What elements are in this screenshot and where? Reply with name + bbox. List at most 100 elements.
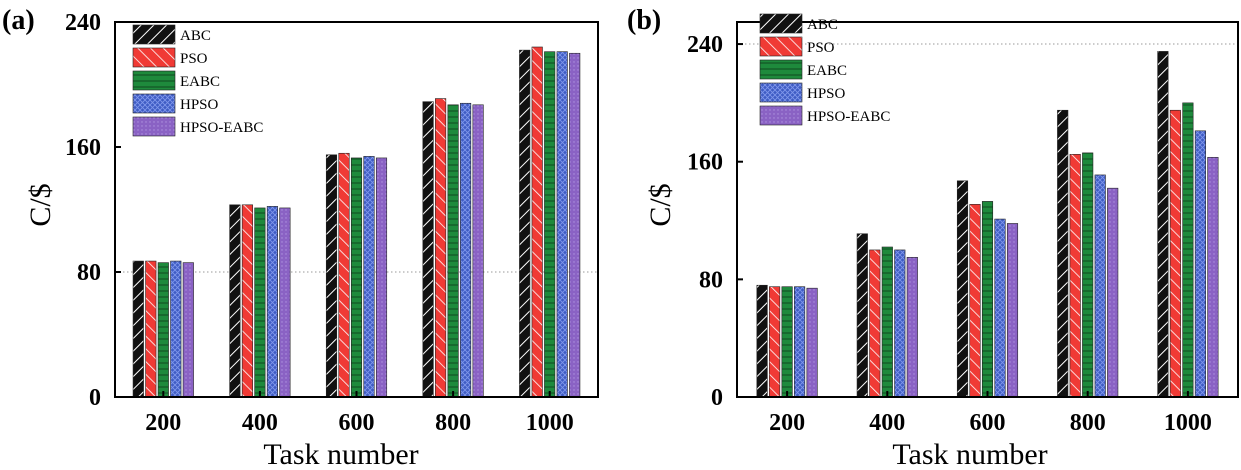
bar-b-pso-600: [969, 204, 981, 398]
bar-b-pso-800: [1069, 154, 1081, 398]
y-tick-label-b: 160: [687, 150, 723, 176]
bar-a-hpso-eabc-400: [279, 207, 291, 398]
bar-a-hpso-1000: [556, 51, 568, 398]
legend-swatch-abc: [759, 13, 803, 34]
bar-a-eabc-200: [157, 262, 169, 398]
legend-label-eabc: EABC: [807, 63, 847, 79]
legend-b: ABC PSO EABC HPSO HPSO-EABC: [759, 13, 890, 126]
x-tick-label-a: 600: [339, 410, 375, 436]
chart-panel-b: (b) C/$ Task number 0 80 160 240 200 400 600 80…: [627, 5, 1239, 470]
bar-b-hpso-1000: [1194, 130, 1206, 398]
panel-label-b: (b): [627, 5, 661, 36]
legend-label-hpso: HPSO: [180, 97, 219, 113]
bar-b-abc-600: [956, 180, 969, 398]
y-tick-label-b: 80: [699, 267, 723, 293]
bar-a-hpso-eabc-600: [375, 157, 388, 398]
bar-b-hpso-200: [794, 286, 806, 398]
bar-a-hpso-eabc-800: [472, 104, 484, 398]
bar-a-abc-400: [229, 204, 241, 398]
panel-label-a: (a): [2, 5, 35, 36]
legend-label-abc: ABC: [180, 28, 211, 44]
bar-a-abc-1000: [519, 49, 531, 398]
bar-a-pso-1000: [531, 46, 543, 398]
bar-a-pso-400: [241, 204, 253, 398]
x-tick-label-b: 600: [970, 410, 1006, 436]
bar-a-eabc-400: [254, 207, 266, 398]
bar-b-hpso-eabc-400: [906, 256, 918, 398]
bar-b-pso-400: [869, 249, 881, 398]
x-axis-label-a: Task number: [263, 438, 418, 470]
bar-a-eabc-600: [350, 157, 363, 398]
legend-label-hpso-eabc: HPSO-EABC: [180, 120, 263, 136]
bar-a-pso-600: [338, 152, 350, 398]
legend-swatch-hpso: [759, 82, 803, 103]
legend-swatch-hpso-eabc: [759, 105, 803, 126]
legend-label-hpso: HPSO: [807, 86, 846, 102]
bar-a-hpso-600: [363, 156, 375, 398]
legend-label-eabc: EABC: [180, 74, 220, 90]
bar-b-eabc-1000: [1182, 102, 1194, 398]
bar-b-hpso-eabc-600: [1006, 223, 1019, 398]
chart-panel-a: (a) C/$ Task number 0 80 160 240 200 400 600 80…: [2, 5, 599, 470]
bar-b-hpso-800: [1094, 174, 1106, 398]
y-axis-label-a: C/$: [24, 183, 57, 226]
y-axis-label-b: C/$: [644, 183, 677, 226]
x-tick-label-b: 200: [769, 410, 805, 436]
bar-b-hpso-eabc-200: [806, 287, 818, 398]
legend-swatch-hpso: [132, 93, 176, 114]
x-axis-label-b: Task number: [892, 438, 1047, 470]
bar-a-abc-200: [132, 260, 144, 398]
legend-swatch-eabc: [759, 59, 803, 80]
x-tick-label-b: 1000: [1164, 410, 1212, 436]
bar-a-hpso-800: [460, 102, 472, 398]
legend-swatch-eabc: [132, 70, 176, 91]
plot-area-a: 0 80 160 240 200 400 600 800 1000 ABC PSO EABC HPSO H…: [65, 10, 599, 436]
y-tick-label-a: 240: [65, 10, 101, 36]
legend-label-pso: PSO: [180, 51, 208, 67]
y-tick-label-a: 0: [89, 385, 101, 411]
bar-b-hpso-400: [894, 249, 906, 398]
legend-swatch-pso: [759, 36, 803, 57]
bar-b-eabc-200: [781, 286, 793, 398]
plot-area-b: 0 80 160 240 200 400 600 800 1000 ABC PSO EABC HPSO H…: [687, 13, 1239, 436]
bar-a-hpso-eabc-200: [182, 262, 194, 398]
legend-label-hpso-eabc: HPSO-EABC: [807, 109, 890, 125]
y-tick-label-a: 80: [77, 260, 101, 286]
bar-a-pso-800: [435, 98, 447, 398]
bar-b-abc-1000: [1157, 51, 1169, 398]
bar-a-abc-600: [325, 154, 338, 398]
y-tick-label-a: 160: [65, 135, 101, 161]
bar-b-abc-800: [1057, 109, 1069, 398]
bar-b-eabc-800: [1082, 152, 1094, 398]
legend-swatch-hpso-eabc: [132, 116, 176, 137]
x-tick-label-a: 1000: [526, 410, 574, 436]
x-tick-label-b: 400: [869, 410, 905, 436]
bar-a-hpso-400: [266, 206, 278, 398]
legend-label-pso: PSO: [807, 40, 835, 56]
bar-b-hpso-eabc-1000: [1207, 156, 1219, 398]
bar-a-eabc-800: [447, 104, 459, 398]
legend-swatch-pso: [132, 47, 176, 68]
y-tick-label-b: 240: [687, 32, 723, 58]
legend-swatch-abc: [132, 24, 176, 45]
x-tick-label-a: 400: [242, 410, 278, 436]
bar-b-eabc-400: [881, 246, 893, 398]
x-tick-label-b: 800: [1070, 410, 1106, 436]
bar-b-eabc-600: [981, 201, 994, 398]
bar-b-abc-400: [856, 233, 868, 398]
legend-label-abc: ABC: [807, 17, 838, 33]
bar-a-pso-200: [145, 260, 157, 398]
x-tick-label-a: 800: [435, 410, 471, 436]
bar-a-eabc-1000: [544, 51, 556, 398]
bar-a-hpso-200: [170, 260, 182, 398]
bar-b-pso-1000: [1169, 109, 1181, 398]
x-tick-label-a: 200: [145, 410, 181, 436]
legend-a: ABC PSO EABC HPSO HPSO-EABC: [132, 24, 263, 137]
bar-b-hpso-eabc-800: [1107, 187, 1119, 398]
bar-b-pso-200: [769, 286, 781, 398]
bar-b-abc-200: [756, 284, 768, 398]
bar-a-hpso-eabc-1000: [569, 52, 581, 398]
bar-b-hpso-600: [994, 218, 1006, 398]
bar-a-abc-800: [422, 101, 434, 398]
